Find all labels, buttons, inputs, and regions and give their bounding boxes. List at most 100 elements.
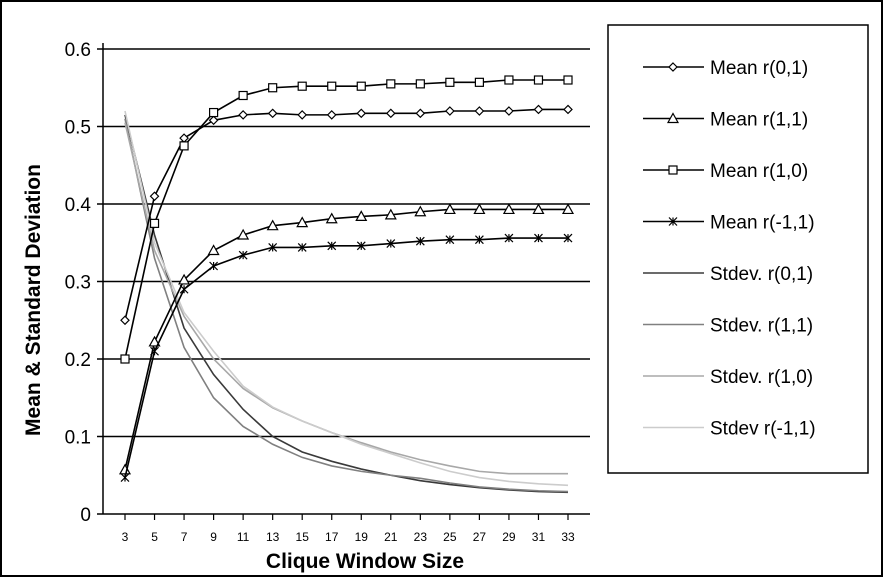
- mean-series-group: [118, 75, 575, 482]
- data-point: [266, 219, 279, 231]
- x-tick-label: 25: [443, 530, 457, 544]
- data-point: [668, 62, 678, 72]
- legend-label: Mean r(1,1): [710, 110, 808, 131]
- data-point: [415, 79, 425, 89]
- x-tick-label: 9: [210, 530, 217, 544]
- axes: [102, 43, 590, 520]
- data-point: [209, 107, 219, 118]
- series-line: [124, 237, 568, 478]
- data-point: [296, 216, 309, 228]
- legend-item: Mean r(1,1): [643, 110, 808, 131]
- y-tick-label: 0: [80, 505, 91, 526]
- data-point: [443, 203, 456, 215]
- y-tick-label: 0.2: [65, 350, 91, 371]
- legend-label: Stdev. r(1,0): [710, 367, 813, 388]
- data-point: [502, 203, 515, 215]
- data-point: [268, 242, 278, 252]
- x-tick-label: 23: [414, 530, 428, 544]
- data-point: [148, 335, 161, 347]
- data-point: [268, 83, 278, 93]
- data-point: [386, 79, 396, 89]
- data-point: [474, 77, 484, 87]
- data-point: [533, 75, 544, 85]
- data-point: [445, 77, 455, 87]
- data-point: [504, 75, 514, 85]
- x-tick-label: 3: [122, 530, 129, 544]
- data-point: [356, 81, 366, 91]
- data-point: [149, 218, 160, 228]
- data-point: [668, 217, 678, 226]
- x-tick-label: 13: [266, 530, 280, 544]
- series-line: [124, 110, 569, 487]
- x-tick-label: 29: [502, 530, 516, 544]
- data-point: [534, 233, 543, 243]
- x-tick-labels: 3 5 7 9 11 13 15 17 19 21 23 25 27 29 31 33: [122, 530, 575, 544]
- stdev-series-group: [124, 110, 569, 494]
- x-axis-title: Clique Window Size: [266, 550, 464, 573]
- y-tick-label: 0.5: [65, 118, 91, 139]
- data-point: [356, 108, 367, 119]
- y-axis-title: Mean & Standard Deviation: [22, 164, 45, 436]
- data-point: [386, 239, 396, 248]
- legend-item: Stdev. r(1,0): [643, 367, 813, 388]
- data-point: [445, 235, 455, 245]
- x-tick-label: 11: [237, 530, 250, 544]
- x-tick-label: 5: [151, 530, 158, 544]
- x-tick-label: 17: [325, 530, 339, 544]
- data-point: [327, 81, 337, 91]
- legend-item: Stdev. r(1,1): [643, 316, 813, 337]
- data-point: [384, 208, 397, 220]
- data-point: [179, 284, 189, 294]
- data-point: [385, 108, 396, 119]
- legend-item: Mean r(1,0): [643, 161, 808, 182]
- data-point: [238, 90, 248, 101]
- data-point: [474, 235, 484, 245]
- legend-box: [607, 24, 869, 474]
- data-point: [474, 106, 485, 116]
- series-stdev-r-1-1-: [124, 110, 569, 487]
- legend-label: Stdev r(-1,1): [710, 419, 816, 440]
- data-point: [209, 261, 219, 271]
- legend-label: Mean r(1,0): [710, 161, 808, 182]
- data-point: [445, 106, 455, 116]
- data-point: [414, 205, 427, 217]
- data-point: [327, 241, 337, 251]
- series-line: [124, 79, 568, 360]
- legend: Mean r(0,1) Mean r(1,1) Mean r(1,0) Mean r(…: [607, 24, 869, 474]
- data-point: [297, 110, 308, 120]
- legend-label: Stdev. r(0,1): [710, 264, 813, 285]
- data-point: [150, 346, 159, 356]
- gridlines: [97, 48, 590, 515]
- series-stdev-r-1-1-: [124, 118, 569, 493]
- legend-item: Stdev r(-1,1): [643, 419, 816, 440]
- data-point: [325, 212, 338, 224]
- series-mean-r-1-0-: [120, 75, 573, 364]
- x-tick-label: 21: [384, 530, 398, 544]
- data-point: [473, 203, 486, 215]
- legend-label: Stdev. r(1,1): [710, 316, 813, 337]
- series-line: [124, 118, 569, 493]
- legend-item: Stdev. r(0,1): [643, 264, 813, 285]
- data-point: [179, 141, 189, 151]
- y-tick-label: 0.3: [65, 273, 91, 294]
- data-point: [356, 241, 366, 251]
- data-point: [668, 165, 678, 175]
- data-point: [267, 108, 278, 119]
- data-point: [504, 233, 514, 243]
- x-tick-label: 31: [532, 530, 546, 544]
- data-point: [149, 191, 160, 202]
- series-mean-r-1-1-: [118, 203, 575, 475]
- data-point: [563, 104, 573, 115]
- data-point: [415, 108, 426, 119]
- legend-item: Mean r(-1,1): [643, 213, 815, 234]
- data-point: [238, 110, 248, 120]
- data-point: [532, 203, 545, 215]
- y-tick-labels: 0 0.1 0.2 0.3 0.4 0.5 0.6: [65, 40, 92, 526]
- data-point: [563, 233, 573, 243]
- x-tick-label: 15: [296, 530, 310, 544]
- data-point: [120, 315, 130, 326]
- x-tick-label: 19: [355, 530, 369, 544]
- y-tick-label: 0.1: [65, 428, 91, 449]
